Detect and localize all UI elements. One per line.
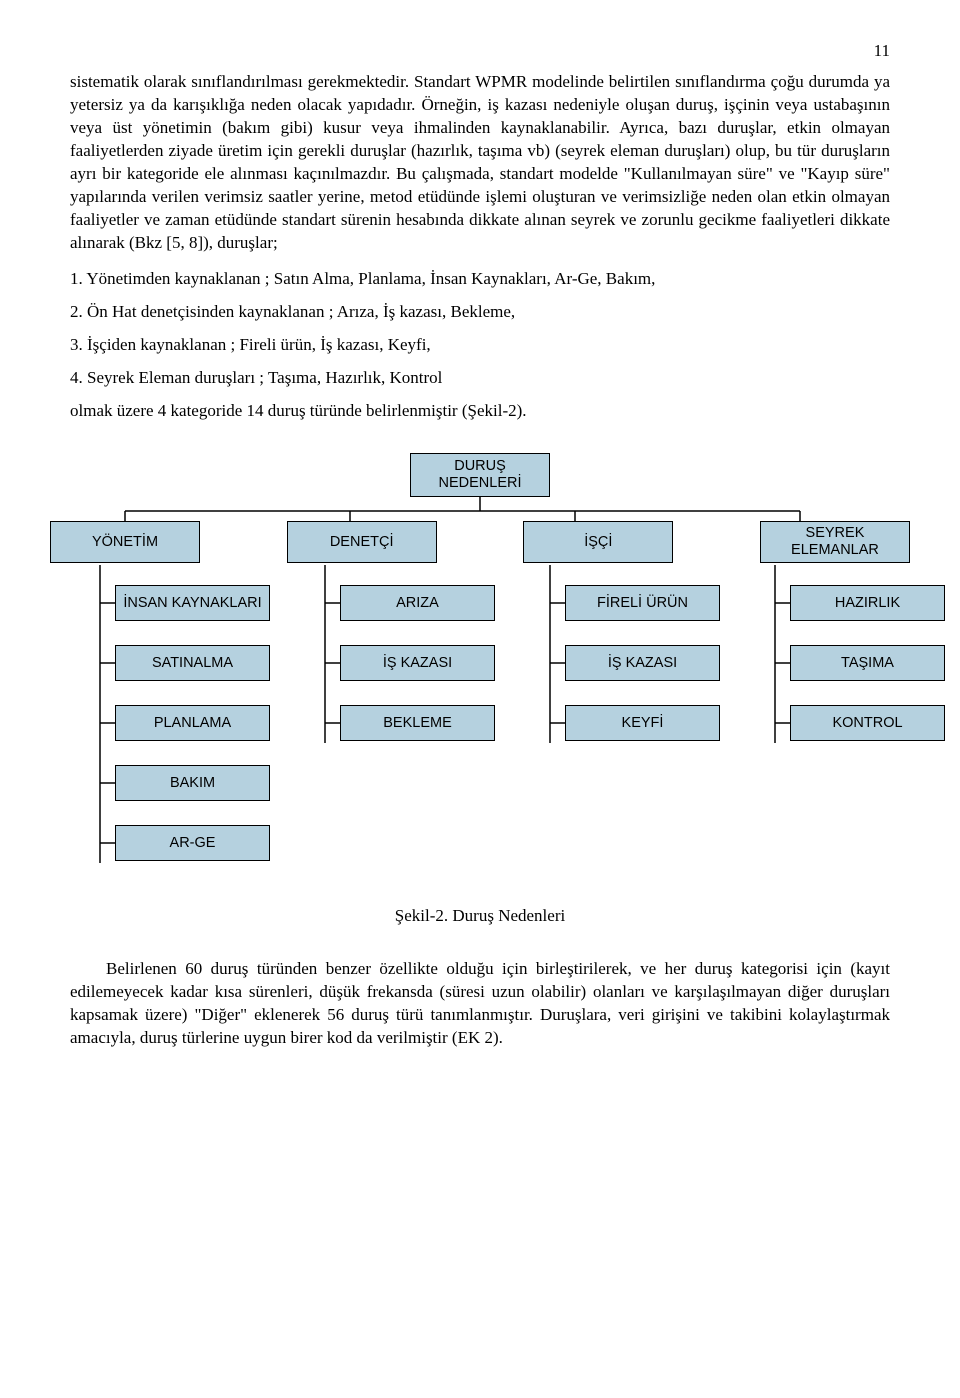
intro-paragraph: sistematik olarak sınıflandırılması gere…: [70, 71, 890, 255]
node-seyrek-elemanlar: SEYREK ELEMANLAR: [760, 521, 910, 563]
list-item-2: 2. Ön Hat denetçisinden kaynaklanan ; Ar…: [70, 301, 890, 324]
node-kontrol: KONTROL: [790, 705, 945, 741]
list-item-1: 1. Yönetimden kaynaklanan ; Satın Alma, …: [70, 268, 890, 291]
page-number: 11: [70, 40, 890, 63]
node-yonetim: YÖNETİM: [50, 521, 200, 563]
node-denetci: DENETÇİ: [287, 521, 437, 563]
node-isci: İŞÇİ: [523, 521, 673, 563]
node-keyfi: KEYFİ: [565, 705, 720, 741]
node-bekleme: BEKLEME: [340, 705, 495, 741]
node-is-kazasi-denetci: İŞ KAZASI: [340, 645, 495, 681]
node-root: DURUŞ NEDENLERİ: [410, 453, 550, 497]
node-is-kazasi-isci: İŞ KAZASI: [565, 645, 720, 681]
list-item-3: 3. İşçiden kaynaklanan ; Fireli ürün, İş…: [70, 334, 890, 357]
closing-line: olmak üzere 4 kategoride 14 duruş türünd…: [70, 400, 890, 423]
node-fireli-urun: FİRELİ ÜRÜN: [565, 585, 720, 621]
node-bakim: BAKIM: [115, 765, 270, 801]
closing-paragraph: Belirlenen 60 duruş türünden benzer özel…: [70, 958, 890, 1050]
node-planlama: PLANLAMA: [115, 705, 270, 741]
node-hazirlik: HAZIRLIK: [790, 585, 945, 621]
node-satinalma: SATINALMA: [115, 645, 270, 681]
diagram-durus-nedenleri: DURUŞ NEDENLERİ YÖNETİM DENETÇİ İŞÇİ SEY…: [70, 453, 890, 885]
node-tasima: TAŞIMA: [790, 645, 945, 681]
node-ariza: ARIZA: [340, 585, 495, 621]
node-ar-ge: AR-GE: [115, 825, 270, 861]
list-item-4: 4. Seyrek Eleman duruşları ; Taşıma, Haz…: [70, 367, 890, 390]
figure-caption: Şekil-2. Duruş Nedenleri: [70, 905, 890, 928]
node-insan-kaynaklari: İNSAN KAYNAKLARI: [115, 585, 270, 621]
